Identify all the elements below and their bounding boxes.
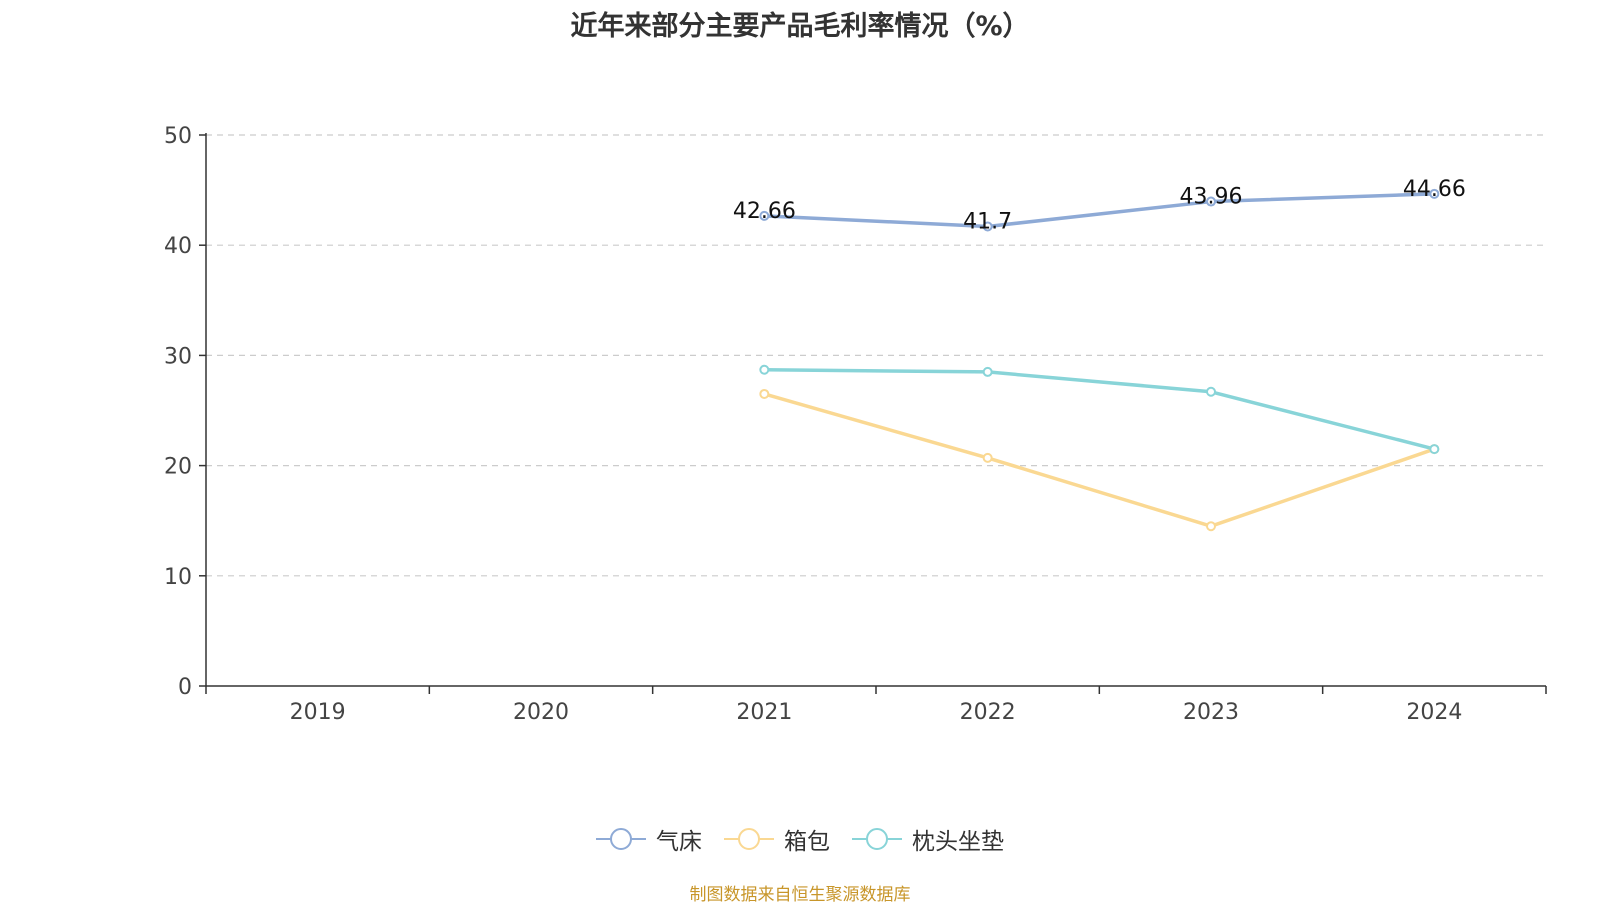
- legend-label: 枕头坐垫: [912, 829, 1004, 855]
- x-tick-label: 2024: [1406, 700, 1462, 725]
- data-label: 42.66: [733, 199, 796, 224]
- data-point: [759, 388, 770, 399]
- data-point: [1206, 196, 1216, 207]
- x-tick-label: 2021: [736, 700, 792, 725]
- x-tick-label: 2019: [290, 700, 346, 725]
- legend-line-circle-icon: [852, 826, 902, 852]
- y-tick-label: 30: [164, 344, 192, 369]
- legend-label: 气床: [656, 829, 702, 855]
- data-point: [982, 452, 993, 463]
- y-tick-label: 40: [164, 234, 192, 259]
- data-point: [1429, 188, 1440, 199]
- chart-legend: 气床 箱包 枕头坐垫: [0, 822, 1600, 856]
- data-point: [759, 210, 770, 221]
- series-line-2: [764, 367, 1435, 451]
- data-point: [1429, 444, 1440, 455]
- x-tick-label: 2020: [513, 700, 569, 725]
- data-label: 41.7: [963, 209, 1012, 234]
- legend-line-circle-icon: [724, 826, 774, 852]
- legend-line-circle-icon: [596, 826, 646, 852]
- data-point: [759, 364, 770, 375]
- series-line-0: [764, 192, 1435, 229]
- legend-label: 箱包: [784, 829, 830, 855]
- y-tick-label: 0: [178, 675, 192, 700]
- data-point: [982, 221, 993, 232]
- source-note: 制图数据来自恒生聚源数据库: [689, 885, 911, 905]
- legend-item-xiangbao[interactable]: 箱包: [724, 822, 830, 856]
- data-label: 44.66: [1403, 177, 1466, 202]
- data-point: [1206, 521, 1216, 532]
- y-tick-label: 20: [164, 455, 192, 480]
- data-point: [982, 366, 993, 377]
- data-label: 43.96: [1180, 185, 1243, 210]
- x-tick-label: 2022: [960, 700, 1016, 725]
- y-tick-label: 10: [164, 565, 192, 590]
- series-line-1: [763, 392, 1435, 528]
- legend-item-qichuang[interactable]: 气床: [596, 822, 702, 856]
- data-point: [1206, 386, 1216, 397]
- legend-item-zhentou-zuodian[interactable]: 枕头坐垫: [852, 822, 1004, 856]
- chart-title: 近年来部分主要产品毛利率情况（%）: [570, 11, 1030, 42]
- x-tick-label: 2023: [1183, 700, 1239, 725]
- y-tick-label: 50: [164, 124, 192, 149]
